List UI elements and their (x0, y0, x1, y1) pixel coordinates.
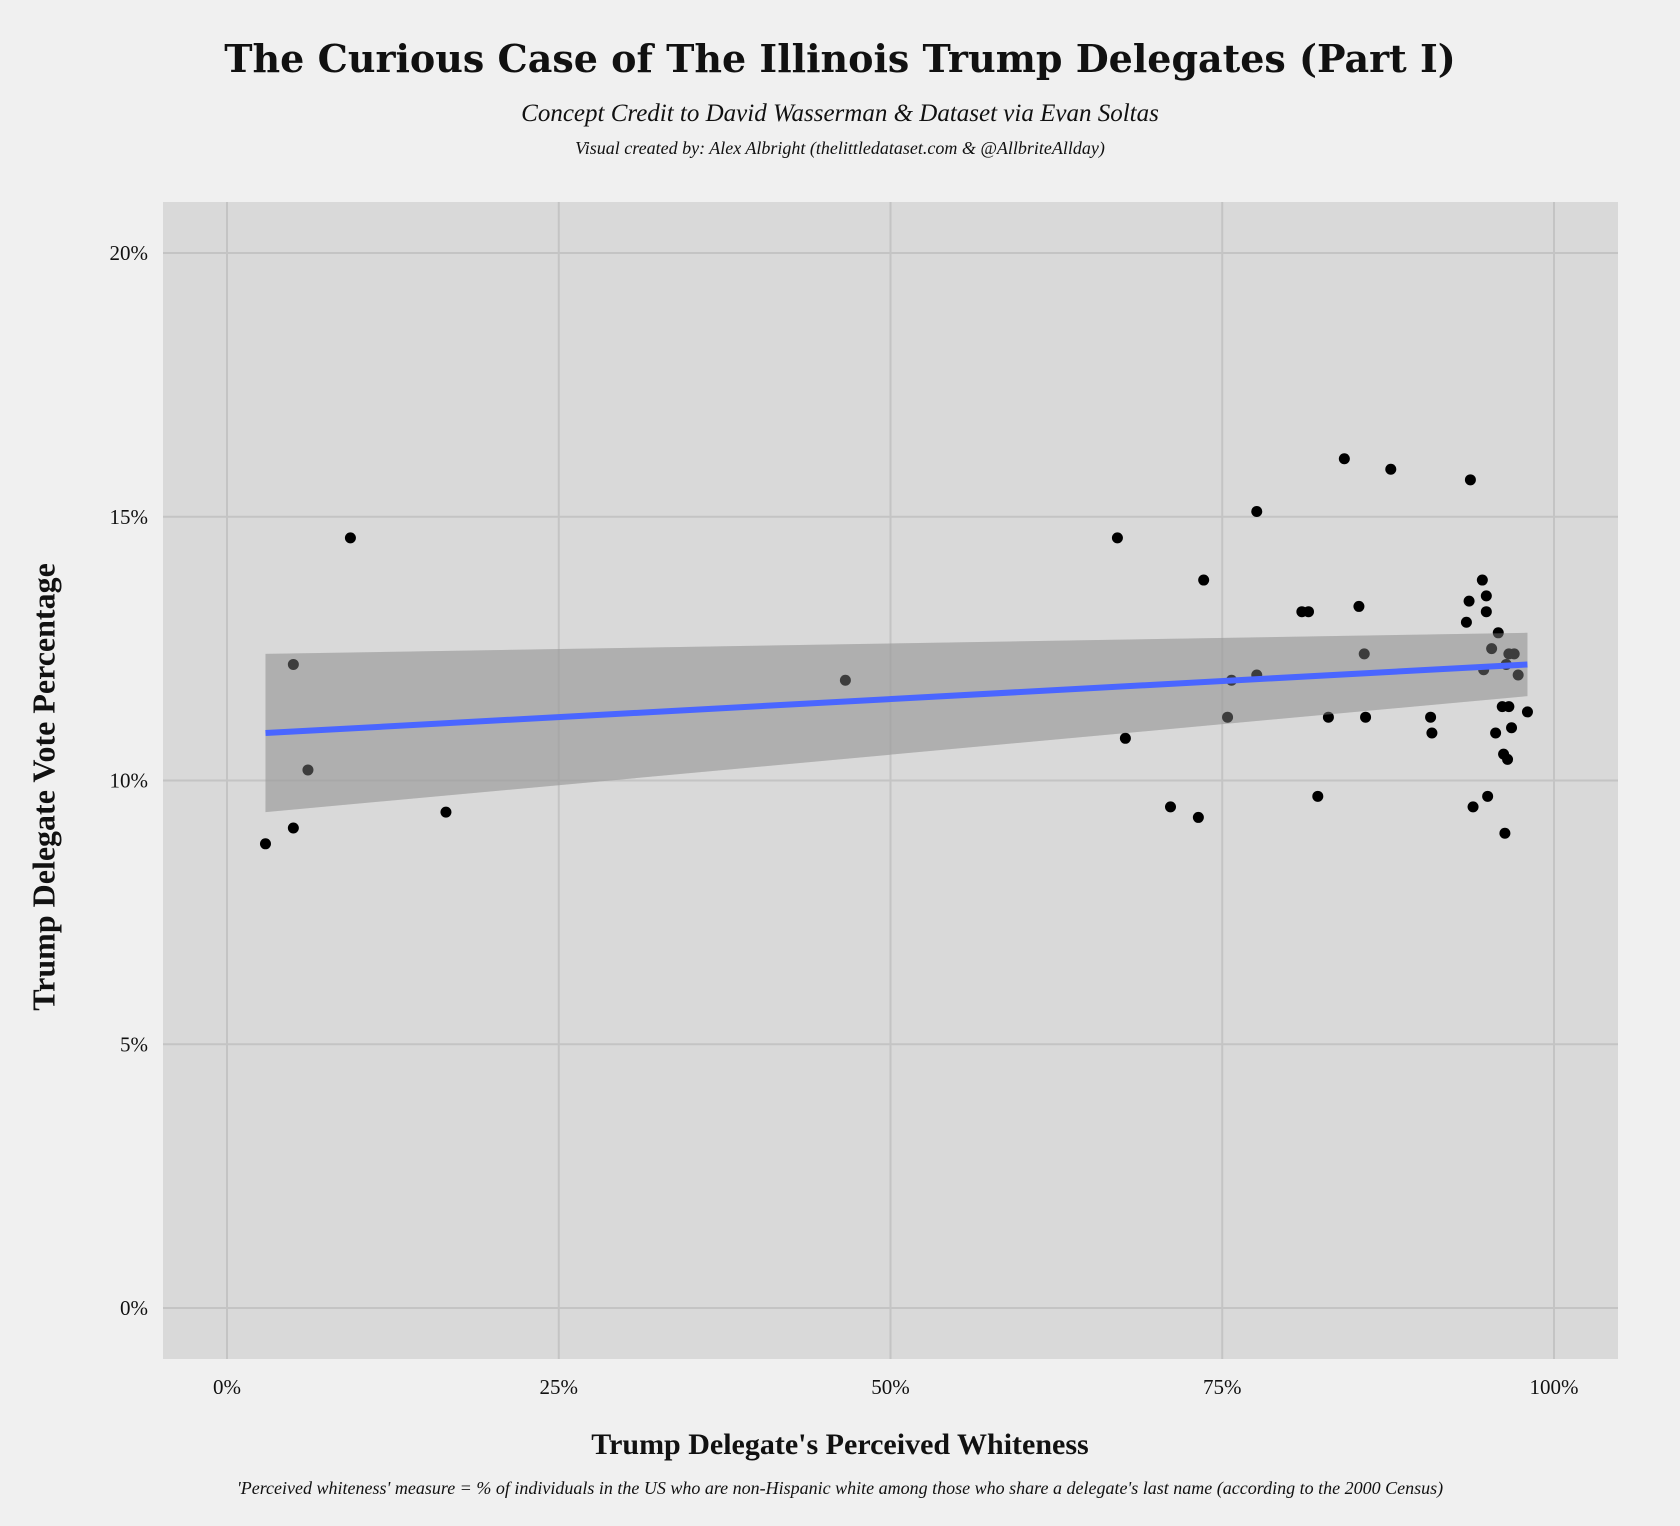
x-tick-label: 75% (1203, 1375, 1242, 1399)
y-tick-label: 10% (110, 769, 149, 793)
confidence-band-group (265, 632, 1528, 813)
data-point (1467, 801, 1479, 813)
data-point (287, 822, 299, 834)
data-point (1338, 453, 1350, 465)
y-tick-label: 15% (110, 505, 149, 529)
data-point (1322, 711, 1334, 723)
gridlines (163, 202, 1618, 1359)
data-point (1482, 790, 1494, 802)
data-point (287, 658, 299, 670)
x-tick-label: 100% (1530, 1375, 1579, 1399)
data-point (344, 532, 356, 544)
data-point (302, 764, 314, 776)
chart-credit: Visual created by: Alex Albright (thelit… (575, 138, 1105, 158)
data-point (1502, 753, 1514, 765)
data-point (1303, 606, 1315, 618)
data-point (1486, 643, 1498, 655)
data-point (1251, 505, 1263, 517)
y-tick-label: 20% (110, 241, 149, 265)
fit-line (265, 661, 1528, 737)
x-tick-label: 25% (540, 1375, 579, 1399)
y-axis-label: Trump Delegate Vote Percentage (25, 563, 62, 1011)
data-point (1503, 701, 1515, 713)
data-point (1463, 595, 1475, 607)
data-point (1460, 616, 1472, 628)
x-tick-label: 50% (871, 1375, 910, 1399)
data-point (1464, 474, 1476, 486)
chart-subtitle: Concept Credit to David Wasserman & Data… (521, 100, 1159, 127)
data-point (1499, 827, 1511, 839)
data-point (1425, 711, 1437, 723)
chart-title: The Curious Case of The Illinois Trump D… (224, 36, 1456, 81)
data-point (1490, 727, 1502, 739)
data-point (1480, 606, 1492, 618)
data-point (1119, 732, 1131, 744)
data-point (1480, 590, 1492, 602)
data-point (1192, 811, 1204, 823)
data-point (1492, 627, 1504, 639)
data-point (1508, 648, 1520, 660)
data-point (1353, 600, 1365, 612)
data-point (1385, 463, 1397, 475)
data-points (259, 453, 1533, 850)
data-point (1360, 711, 1372, 723)
data-point (1426, 727, 1438, 739)
data-point (1476, 574, 1488, 586)
data-point (1512, 669, 1524, 681)
confidence-band-overlay (265, 632, 1528, 813)
confidence-band (265, 632, 1528, 813)
x-tick-label: 0% (213, 1375, 241, 1399)
data-point (1198, 574, 1210, 586)
y-tick-label: 0% (120, 1296, 148, 1320)
y-tick-label: 5% (120, 1032, 148, 1056)
data-point (1521, 706, 1533, 718)
data-point (839, 674, 851, 686)
data-point (1506, 722, 1518, 734)
data-point (1312, 790, 1324, 802)
data-point (1164, 801, 1176, 813)
footnote: 'Perceived whiteness' measure = % of ind… (236, 1478, 1444, 1498)
data-point (259, 838, 271, 850)
data-point (1358, 648, 1370, 660)
tick-labels: 0% 25% 50% 75% 100% 0% 5% 10% 15% 20% (110, 241, 1579, 1399)
x-axis-label: Trump Delegate's Perceived Whiteness (591, 1428, 1089, 1461)
data-point (440, 806, 452, 818)
data-point (1111, 532, 1123, 544)
data-point (1222, 711, 1234, 723)
